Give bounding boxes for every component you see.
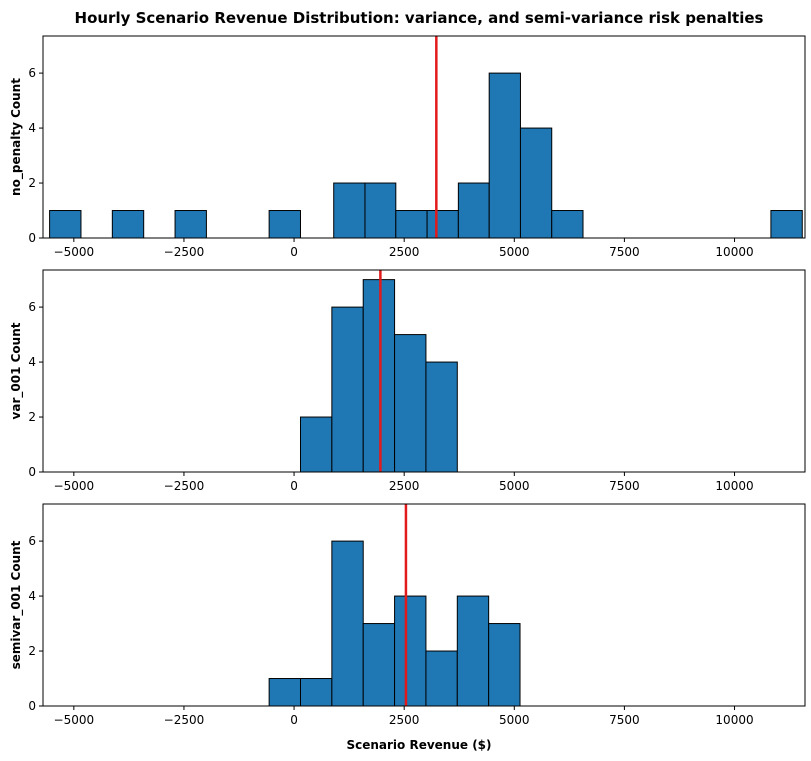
histogram-bar — [394, 595, 427, 707]
histogram-bar — [488, 623, 521, 707]
histogram-bar — [299, 678, 333, 707]
x-tick-label: −2500 — [164, 245, 205, 259]
x-tick-label: 5000 — [499, 245, 530, 259]
x-tick-label: 0 — [290, 713, 298, 727]
histogram-bar — [395, 210, 428, 239]
y-tick-label: 4 — [28, 589, 36, 603]
y-axis-label: var_001 Count — [9, 322, 24, 419]
histogram-bar — [488, 72, 521, 239]
plot-frame — [42, 269, 806, 473]
y-tick-label: 4 — [28, 121, 36, 135]
x-tick-label: 0 — [290, 245, 298, 259]
x-tick-label: 2500 — [389, 713, 420, 727]
x-tick-label: 7500 — [609, 245, 640, 259]
x-axis-label: Scenario Revenue ($) — [346, 738, 491, 752]
x-tick-label: −5000 — [54, 245, 95, 259]
plot-frame — [42, 35, 806, 239]
y-tick-label: 0 — [28, 699, 36, 713]
y-tick-label: 6 — [28, 66, 36, 80]
histogram-bar — [49, 210, 82, 239]
histogram-bar — [425, 361, 458, 473]
histogram-bar — [551, 210, 584, 239]
x-tick-label: 5000 — [499, 479, 530, 493]
x-tick-label: 10000 — [715, 245, 753, 259]
panels: −5000 −2500 0 2500 5000 7500 10000 0 2 4 6 no_penal… — [9, 35, 806, 727]
y-tick-label: 0 — [28, 231, 36, 245]
histogram-bar — [362, 623, 396, 707]
panel-1: −5000 −2500 0 2500 5000 7500 10000 0 2 4 6 var_001 … — [9, 269, 806, 493]
x-tick-label: 10000 — [715, 479, 753, 493]
x-tick-label: 2500 — [389, 479, 420, 493]
histogram-bar — [425, 650, 458, 707]
x-tick-label: 7500 — [609, 479, 640, 493]
y-tick-label: 6 — [28, 534, 36, 548]
x-tick-label: −2500 — [164, 479, 205, 493]
histogram-bar — [519, 127, 553, 239]
panel-0: −5000 −2500 0 2500 5000 7500 10000 0 2 4 6 no_penal… — [9, 35, 806, 259]
histogram-bar — [174, 210, 207, 239]
chart-title: Hourly Scenario Revenue Distribution: va… — [75, 9, 764, 27]
y-axis-label: semivar_001 Count — [9, 540, 24, 669]
histogram-bar — [111, 210, 145, 239]
histogram-bar — [457, 182, 490, 239]
x-tick-label: 7500 — [609, 713, 640, 727]
histogram-bar — [364, 182, 397, 239]
y-tick-label: 6 — [28, 300, 36, 314]
histogram-bar — [426, 210, 459, 239]
histogram-bar — [770, 210, 803, 239]
histogram-bar — [331, 306, 364, 473]
histogram-bar — [299, 416, 333, 473]
x-tick-label: 10000 — [715, 713, 753, 727]
histogram-bar — [268, 210, 301, 239]
y-tick-label: 2 — [28, 644, 36, 658]
y-tick-label: 4 — [28, 355, 36, 369]
x-tick-label: −5000 — [54, 479, 95, 493]
y-tick-label: 2 — [28, 410, 36, 424]
panel-2: −5000 −2500 0 2500 5000 7500 10000 0 2 4 6 semivar_… — [9, 503, 806, 727]
histogram-bar — [333, 182, 366, 239]
histogram-bar — [331, 540, 364, 707]
histogram-bar — [394, 334, 427, 473]
x-tick-label: 2500 — [389, 245, 420, 259]
y-tick-label: 0 — [28, 465, 36, 479]
histogram-bar — [456, 595, 490, 707]
histogram-bar — [362, 279, 396, 473]
x-tick-label: −2500 — [164, 713, 205, 727]
x-tick-label: −5000 — [54, 713, 95, 727]
x-tick-label: 0 — [290, 479, 298, 493]
y-axis-label: no_penalty Count — [9, 78, 24, 196]
y-tick-label: 2 — [28, 176, 36, 190]
plot-frame — [42, 503, 806, 707]
x-tick-label: 5000 — [499, 713, 530, 727]
histogram-bar — [268, 678, 301, 707]
